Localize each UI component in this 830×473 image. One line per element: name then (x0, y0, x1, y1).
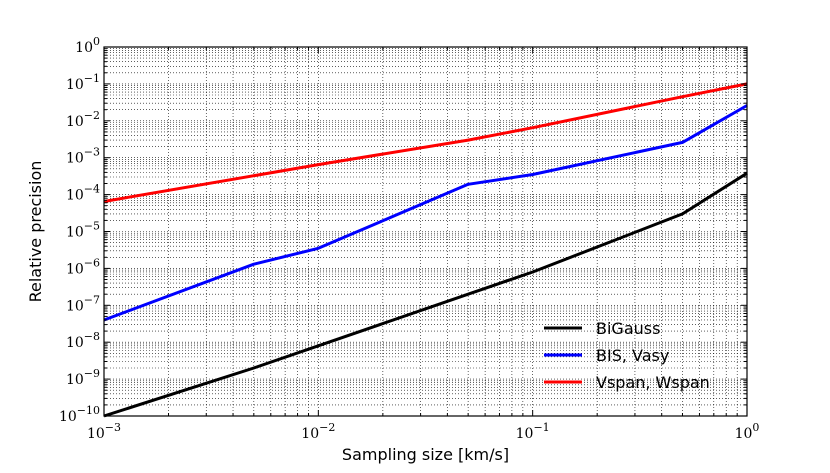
y-tick-label: 10−3 (66, 146, 100, 167)
y-tick-label: 10−2 (66, 109, 100, 130)
series-line-1 (103, 171, 748, 418)
x-tick-label: 10−2 (301, 421, 335, 442)
series-line-2 (103, 104, 748, 322)
grid (103, 46, 748, 417)
legend-label: Vspan, Wspan (596, 373, 710, 392)
y-tick-labels: 100 10−1 10−2 10−3 10−4 10−5 10−6 10−7 10−8 10−9 1… (59, 35, 100, 425)
y-tick-label: 10−5 (66, 220, 100, 241)
y-tick-label: 10−1 (66, 72, 100, 93)
x-tick-label: 10−3 (87, 421, 121, 442)
x-tick-labels: 10−3 10−2 10−1 100 (87, 421, 759, 442)
legend: BiGauss BIS, Vasy Vspan, Wspan (544, 319, 710, 392)
y-tick-label: 10−7 (66, 293, 100, 314)
y-tick-label: 10−6 (66, 256, 100, 277)
legend-label: BiGauss (596, 319, 660, 338)
y-axis-label: Relative precision (26, 161, 45, 303)
y-tick-label: 10−8 (66, 330, 100, 351)
legend-label: BIS, Vasy (596, 346, 669, 365)
y-tick-label: 10−4 (66, 183, 100, 204)
series-lines (103, 82, 748, 418)
y-tick-label: 100 (75, 35, 100, 56)
x-tick-label: 100 (735, 421, 760, 442)
series-line-3 (103, 82, 748, 203)
x-axis-label: Sampling size [km/s] (342, 445, 509, 464)
y-tick-label: 10−10 (59, 404, 100, 425)
ticks (103, 47, 747, 417)
x-tick-label: 10−1 (516, 421, 550, 442)
y-tick-label: 10−9 (66, 367, 100, 388)
